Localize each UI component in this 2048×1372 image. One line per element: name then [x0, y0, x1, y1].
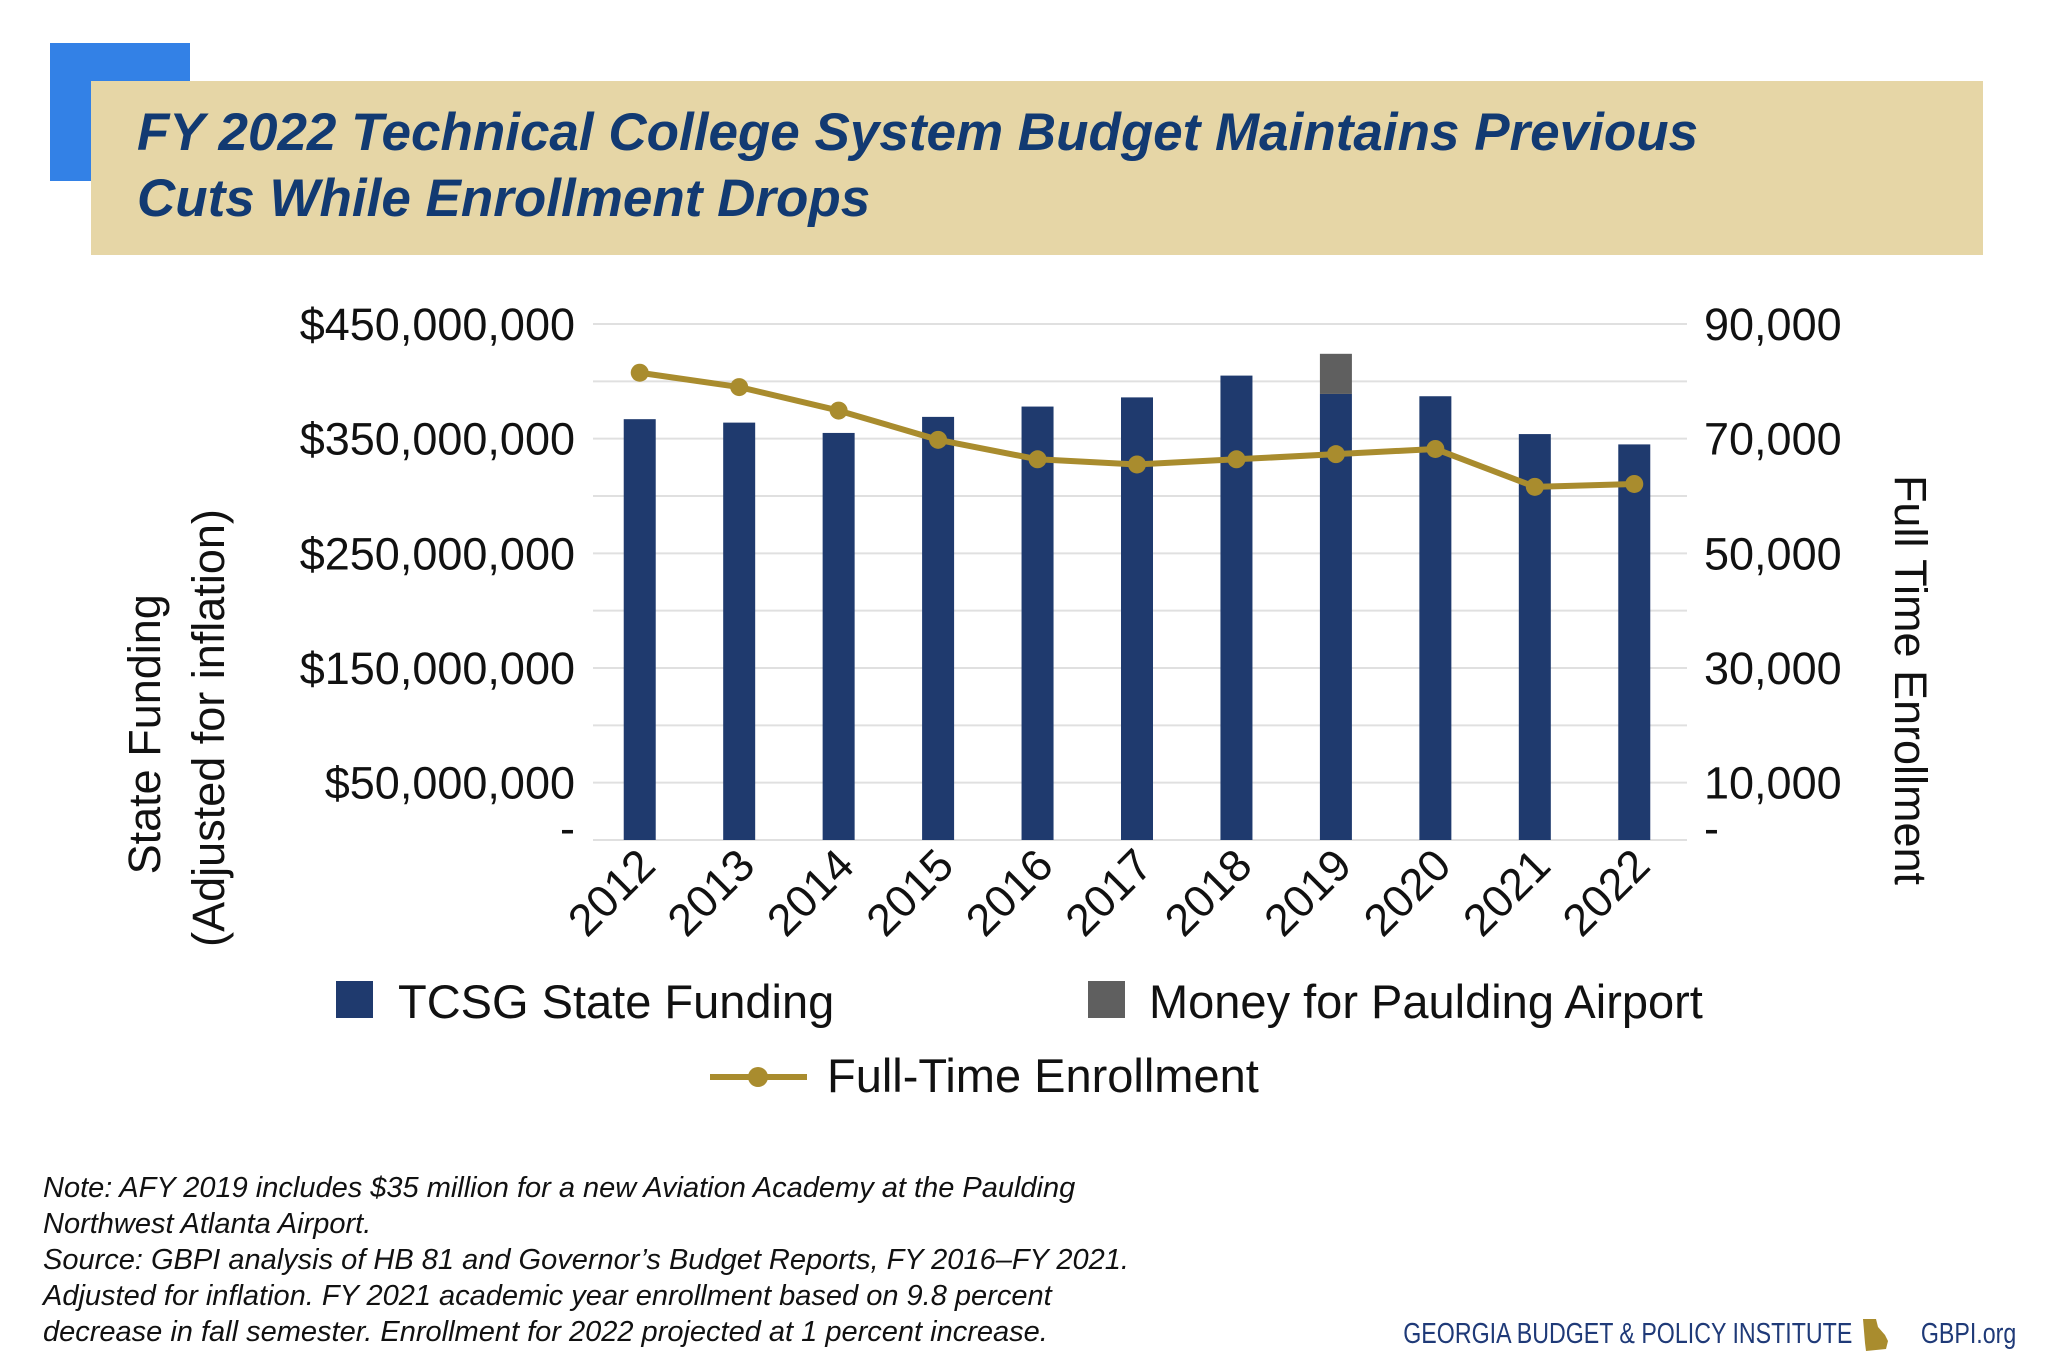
left-axis-title-line-2: (Adjusted for inflation) [183, 509, 234, 947]
footer-branding: GEORGIA BUDGET & POLICY INSTITUTE GBPI.o… [1291, 1318, 2016, 1351]
x-tick-label: 2019 [1254, 839, 1361, 946]
right-tick-label: 50,000 [1704, 528, 1842, 579]
x-tick-label: 2016 [956, 839, 1063, 946]
bar-funding-2013 [723, 422, 756, 840]
x-tick-label: 2021 [1453, 839, 1560, 946]
enrollment-point-2017 [1128, 455, 1146, 474]
x-tick-label: 2014 [757, 839, 864, 946]
source-line: Adjusted for inflation. FY 2021 academic… [43, 1280, 1052, 1312]
legend-label-enrollment: Full-Time Enrollment [827, 1049, 1259, 1102]
title-banner [91, 81, 1983, 255]
notes: Note: AFY 2019 includes $35 million for … [43, 1170, 1129, 1350]
enrollment-point-2021 [1525, 477, 1544, 496]
legend-label-funding: TCSG State Funding [398, 975, 834, 1028]
enrollment-line [630, 363, 1644, 496]
right-tick-label: 10,000 [1704, 758, 1842, 809]
left-tick-label: $50,000,000 [325, 758, 575, 809]
right-tick-label: 70,000 [1704, 414, 1842, 465]
left-tick-label: $450,000,000 [300, 299, 575, 350]
bar-airport-2019 [1319, 353, 1352, 394]
website-link[interactable]: GBPI.org [1920, 1318, 2016, 1350]
left-tick-label: $150,000,000 [300, 643, 575, 694]
x-tick-label: 2018 [1155, 839, 1262, 946]
left-axis-title-line-1: State Funding [119, 594, 170, 874]
right-axis-ticks: 90,000 70,000 50,000 30,000 10,000- [1704, 299, 1842, 854]
enrollment-point-2016 [1028, 450, 1047, 469]
org-name: GEORGIA BUDGET & POLICY INSTITUTE [1403, 1318, 1853, 1350]
enrollment-point-2012 [630, 363, 649, 382]
bar-funding-2020 [1419, 396, 1452, 840]
x-axis-ticks: 2012201320142015201620172018201920202021… [558, 839, 1659, 946]
bar-funding-2022 [1618, 444, 1651, 840]
left-tick-label: $350,000,000 [300, 414, 575, 465]
chart-title: FY 2022 Technical College System Budget … [137, 100, 1937, 232]
x-tick-label: 2017 [1055, 839, 1162, 946]
title-line-2: Cuts While Enrollment Drops [137, 169, 871, 228]
legend-swatch-enrollment-marker [748, 1067, 768, 1087]
legend-label-airport: Money for Paulding Airport [1149, 975, 1703, 1028]
bar-funding-2021 [1518, 434, 1551, 840]
enrollment-point-2014 [829, 401, 848, 420]
right-tick-label: - [1704, 803, 1719, 854]
bar-funding-2018 [1220, 375, 1253, 840]
x-tick-label: 2015 [856, 839, 963, 946]
x-tick-label: 2013 [657, 839, 764, 946]
right-tick-label: 90,000 [1704, 299, 1842, 350]
bar-funding-2019 [1319, 393, 1352, 840]
note-line: Note: AFY 2019 includes $35 million for … [43, 1172, 1076, 1204]
x-tick-label: 2012 [558, 839, 665, 946]
source-line: Source: GBPI analysis of HB 81 and Gover… [43, 1244, 1129, 1276]
x-tick-label: 2022 [1552, 839, 1659, 946]
bar-funding-2016 [1021, 406, 1054, 840]
right-tick-label: 30,000 [1704, 643, 1842, 694]
legend-swatch-airport [1088, 981, 1125, 1018]
enrollment-point-2015 [929, 430, 948, 449]
georgia-state-icon [1862, 1318, 1888, 1351]
left-tick-label: $250,000,000 [300, 528, 575, 579]
bar-funding-2015 [922, 416, 955, 840]
left-axis-ticks: $450,000,000 $350,000,000 $250,000,000 $150… [300, 299, 575, 854]
enrollment-point-2018 [1227, 450, 1246, 469]
title-line-1: FY 2022 Technical College System Budget … [137, 103, 1699, 162]
enrollment-point-2022 [1625, 474, 1644, 493]
legend-swatch-funding [336, 981, 373, 1018]
bar-funding-2014 [822, 432, 855, 840]
bars [623, 353, 1651, 840]
left-tick-label: - [560, 803, 575, 854]
source-line: decrease in fall semester. Enrollment fo… [43, 1316, 1048, 1348]
enrollment-point-2020 [1426, 439, 1445, 458]
bar-funding-2012 [623, 419, 656, 840]
enrollment-point-2013 [730, 378, 749, 397]
right-axis-title: Full Time Enrollment [1885, 475, 1936, 886]
left-axis-title: State Funding (Adjusted for inflation) [119, 509, 234, 947]
note-line: Northwest Atlanta Airport. [43, 1208, 372, 1240]
x-tick-label: 2020 [1354, 839, 1461, 946]
enrollment-point-2019 [1326, 445, 1345, 464]
